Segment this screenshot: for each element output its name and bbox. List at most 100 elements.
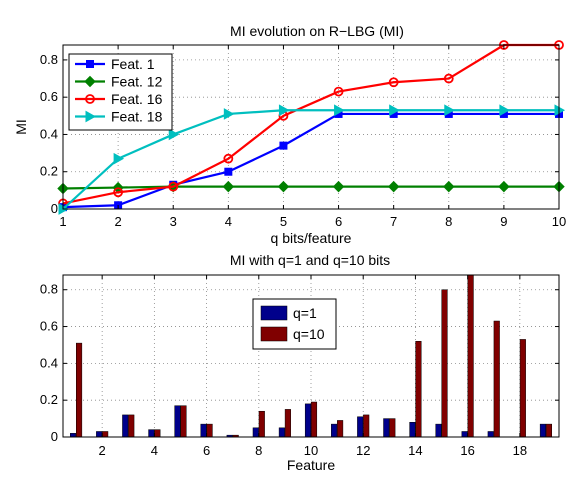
legend-swatch bbox=[260, 305, 288, 321]
data-point-feat-16 bbox=[333, 86, 344, 97]
bar-q10-feature-10 bbox=[310, 401, 318, 438]
bar-q1-feature-11 bbox=[331, 423, 338, 438]
data-point-feat-18 bbox=[499, 104, 510, 117]
legend-entry-feat-18: Feat. 18 bbox=[75, 109, 163, 125]
bar-chart-y-tick-label: 0.6 bbox=[40, 319, 58, 334]
bar-q10-feature-4 bbox=[154, 429, 161, 438]
data-point-feat-18 bbox=[334, 104, 345, 117]
legend-marker bbox=[85, 94, 95, 104]
legend-entry-q10: q=10 bbox=[260, 326, 325, 342]
bar-q10-feature-1 bbox=[76, 342, 83, 438]
bar-q1-feature-17 bbox=[487, 431, 494, 438]
series-line-feat-16 bbox=[62, 43, 559, 205]
bar-q1-feature-10 bbox=[304, 403, 312, 438]
bar-q1-feature-8 bbox=[252, 427, 259, 438]
data-point-feat-16 bbox=[388, 77, 399, 88]
line-chart-y-axis-label: MI bbox=[13, 119, 29, 135]
bar-chart-x-tick-label: 4 bbox=[151, 443, 158, 458]
data-point-feat-12 bbox=[277, 180, 290, 193]
line-chart-x-tick-label: 1 bbox=[59, 214, 66, 229]
bar-q10-feature-15 bbox=[441, 289, 448, 438]
legend-entry-feat-16: Feat. 16 bbox=[75, 91, 163, 107]
line-chart-x-tick-label: 10 bbox=[552, 214, 566, 229]
bar-chart-x-axis-label: Feature bbox=[287, 457, 335, 473]
bar-chart-x-tick-label: 18 bbox=[513, 443, 527, 458]
data-point-feat-12 bbox=[498, 180, 510, 193]
legend-marker bbox=[84, 75, 96, 88]
line-chart-title: MI evolution on R−LBG (MI) bbox=[230, 23, 404, 39]
series-line-feat-18 bbox=[62, 109, 559, 210]
bar-q1-feature-15 bbox=[435, 423, 442, 438]
bar-chart-legend-entries: q=1 q=10 bbox=[260, 305, 325, 342]
series-line-feat-1 bbox=[62, 112, 559, 209]
legend-entry-feat-12: Feat. 12 bbox=[75, 74, 163, 90]
bar-q10-feature-5 bbox=[180, 405, 187, 438]
data-point-feat-16 bbox=[443, 73, 454, 84]
line-chart-x-axis-label: q bits/feature bbox=[271, 230, 352, 246]
bar-q10-feature-18 bbox=[519, 339, 526, 438]
bar-chart-x-tick-label: 8 bbox=[255, 443, 262, 458]
bar-q10-feature-6 bbox=[206, 423, 213, 438]
data-point-feat-18 bbox=[168, 128, 180, 141]
bar-chart-y-tick-label: 0.8 bbox=[40, 282, 58, 297]
bar-chart-x-tick-label: 10 bbox=[304, 443, 318, 458]
data-point-feat-18 bbox=[389, 104, 400, 117]
legend-label: Feat. 12 bbox=[111, 74, 163, 90]
legend-entry-feat-1: Feat. 1 bbox=[75, 56, 155, 72]
data-point-feat-12 bbox=[387, 180, 400, 193]
legend-entry-q1: q=1 bbox=[260, 305, 317, 321]
legend-swatch bbox=[260, 326, 288, 342]
bar-chart-y-tick-label: 0 bbox=[51, 429, 58, 444]
line-chart-y-tick-label: 0.8 bbox=[40, 52, 58, 67]
bar-q1-feature-6 bbox=[200, 423, 207, 438]
legend-label: Feat. 18 bbox=[111, 109, 163, 125]
series-line-feat-12 bbox=[62, 185, 559, 190]
bar-chart-y-tick-label: 0.4 bbox=[40, 355, 58, 370]
bar-chart-title: MI with q=1 and q=10 bits bbox=[230, 252, 390, 268]
line-chart-x-tick-label: 3 bbox=[170, 214, 177, 229]
data-point-feat-12 bbox=[332, 180, 345, 193]
line-chart-x-tick-label: 6 bbox=[335, 214, 342, 229]
bar-q10-feature-11 bbox=[337, 420, 344, 438]
bar-q10-feature-19 bbox=[545, 423, 552, 438]
bar-q10-feature-3 bbox=[128, 414, 135, 438]
line-chart-x-tick-label: 9 bbox=[500, 214, 507, 229]
line-chart-axes-box bbox=[62, 44, 560, 210]
bar-chart-x-tick-label: 12 bbox=[356, 443, 370, 458]
bar-chart: MI with q=1 and q=10 bits 2 4 6 8 10 12 14 16 18… bbox=[40, 252, 560, 473]
data-point-feat-16 bbox=[113, 187, 124, 198]
data-point-feat-1 bbox=[279, 141, 288, 150]
data-point-feat-1 bbox=[224, 167, 233, 176]
line-chart-ticks: 1 2 3 4 5 6 7 8 9 10 0 0.2 0.4 0.6 0.8 bbox=[40, 45, 566, 229]
bar-q1-feature-3 bbox=[122, 414, 129, 438]
bar-q1-feature-14 bbox=[409, 422, 416, 438]
bar-q10-feature-8 bbox=[258, 410, 265, 438]
line-chart-x-tick-label: 2 bbox=[114, 214, 121, 229]
bar-q10-feature-2 bbox=[102, 431, 109, 438]
data-point-feat-16 bbox=[223, 153, 234, 164]
bar-q1-feature-9 bbox=[278, 427, 285, 438]
bar-chart-ticks: 2 4 6 8 10 12 14 16 18 0 0.2 0.4 0.6 0.8 bbox=[40, 275, 559, 458]
line-chart-x-tick-label: 8 bbox=[445, 214, 452, 229]
bar-q10-feature-13 bbox=[389, 418, 396, 438]
data-point-feat-16 bbox=[168, 181, 179, 192]
bar-chart-x-tick-label: 16 bbox=[460, 443, 474, 458]
bar-chart-x-tick-label: 2 bbox=[99, 443, 106, 458]
bar-q1-feature-13 bbox=[383, 418, 390, 438]
data-point-feat-12 bbox=[443, 180, 455, 193]
bar-q1-feature-12 bbox=[357, 416, 364, 438]
bar-chart-y-tick-label: 0.2 bbox=[40, 392, 58, 407]
bar-q1-feature-5 bbox=[174, 405, 181, 438]
bar-q10-feature-9 bbox=[284, 409, 291, 438]
bar-q1-feature-19 bbox=[539, 423, 546, 438]
legend-label: Feat. 1 bbox=[111, 56, 155, 72]
data-point-feat-18 bbox=[278, 104, 290, 117]
line-chart-y-tick-label: 0.4 bbox=[40, 126, 58, 141]
bar-q1-feature-4 bbox=[148, 429, 155, 438]
data-point-feat-18 bbox=[444, 104, 455, 117]
data-point-feat-12 bbox=[222, 180, 235, 193]
bar-q10-feature-14 bbox=[415, 341, 422, 438]
bar-chart-x-tick-label: 6 bbox=[203, 443, 210, 458]
